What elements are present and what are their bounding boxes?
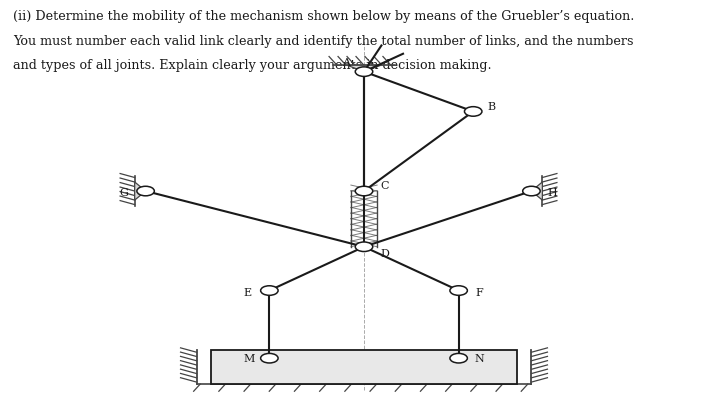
Polygon shape	[135, 182, 146, 200]
Circle shape	[137, 186, 154, 196]
Text: D: D	[380, 249, 389, 259]
Text: A: A	[342, 58, 349, 68]
Text: C: C	[380, 181, 389, 191]
Polygon shape	[531, 182, 542, 200]
Text: M: M	[243, 354, 255, 364]
Text: H: H	[547, 188, 557, 198]
Circle shape	[523, 186, 540, 196]
Text: You must number each valid link clearly and identify the total number of links, : You must number each valid link clearly …	[13, 35, 633, 48]
Circle shape	[464, 107, 482, 116]
Circle shape	[261, 286, 278, 295]
Text: E: E	[243, 287, 252, 298]
Circle shape	[355, 242, 373, 252]
Circle shape	[355, 186, 373, 196]
Text: F: F	[475, 287, 483, 298]
Text: (ii) Determine the mobility of the mechanism shown below by means of the Grueble: (ii) Determine the mobility of the mecha…	[13, 10, 635, 23]
Circle shape	[450, 286, 467, 295]
Circle shape	[355, 67, 373, 76]
Text: B: B	[487, 101, 496, 112]
Text: and types of all joints. Explain clearly your arguments in decision making.: and types of all joints. Explain clearly…	[13, 59, 491, 72]
Text: G: G	[119, 188, 128, 198]
Circle shape	[450, 353, 467, 363]
Polygon shape	[347, 65, 381, 72]
Circle shape	[261, 353, 278, 363]
Text: N: N	[474, 354, 484, 364]
Bar	[211, 350, 517, 384]
